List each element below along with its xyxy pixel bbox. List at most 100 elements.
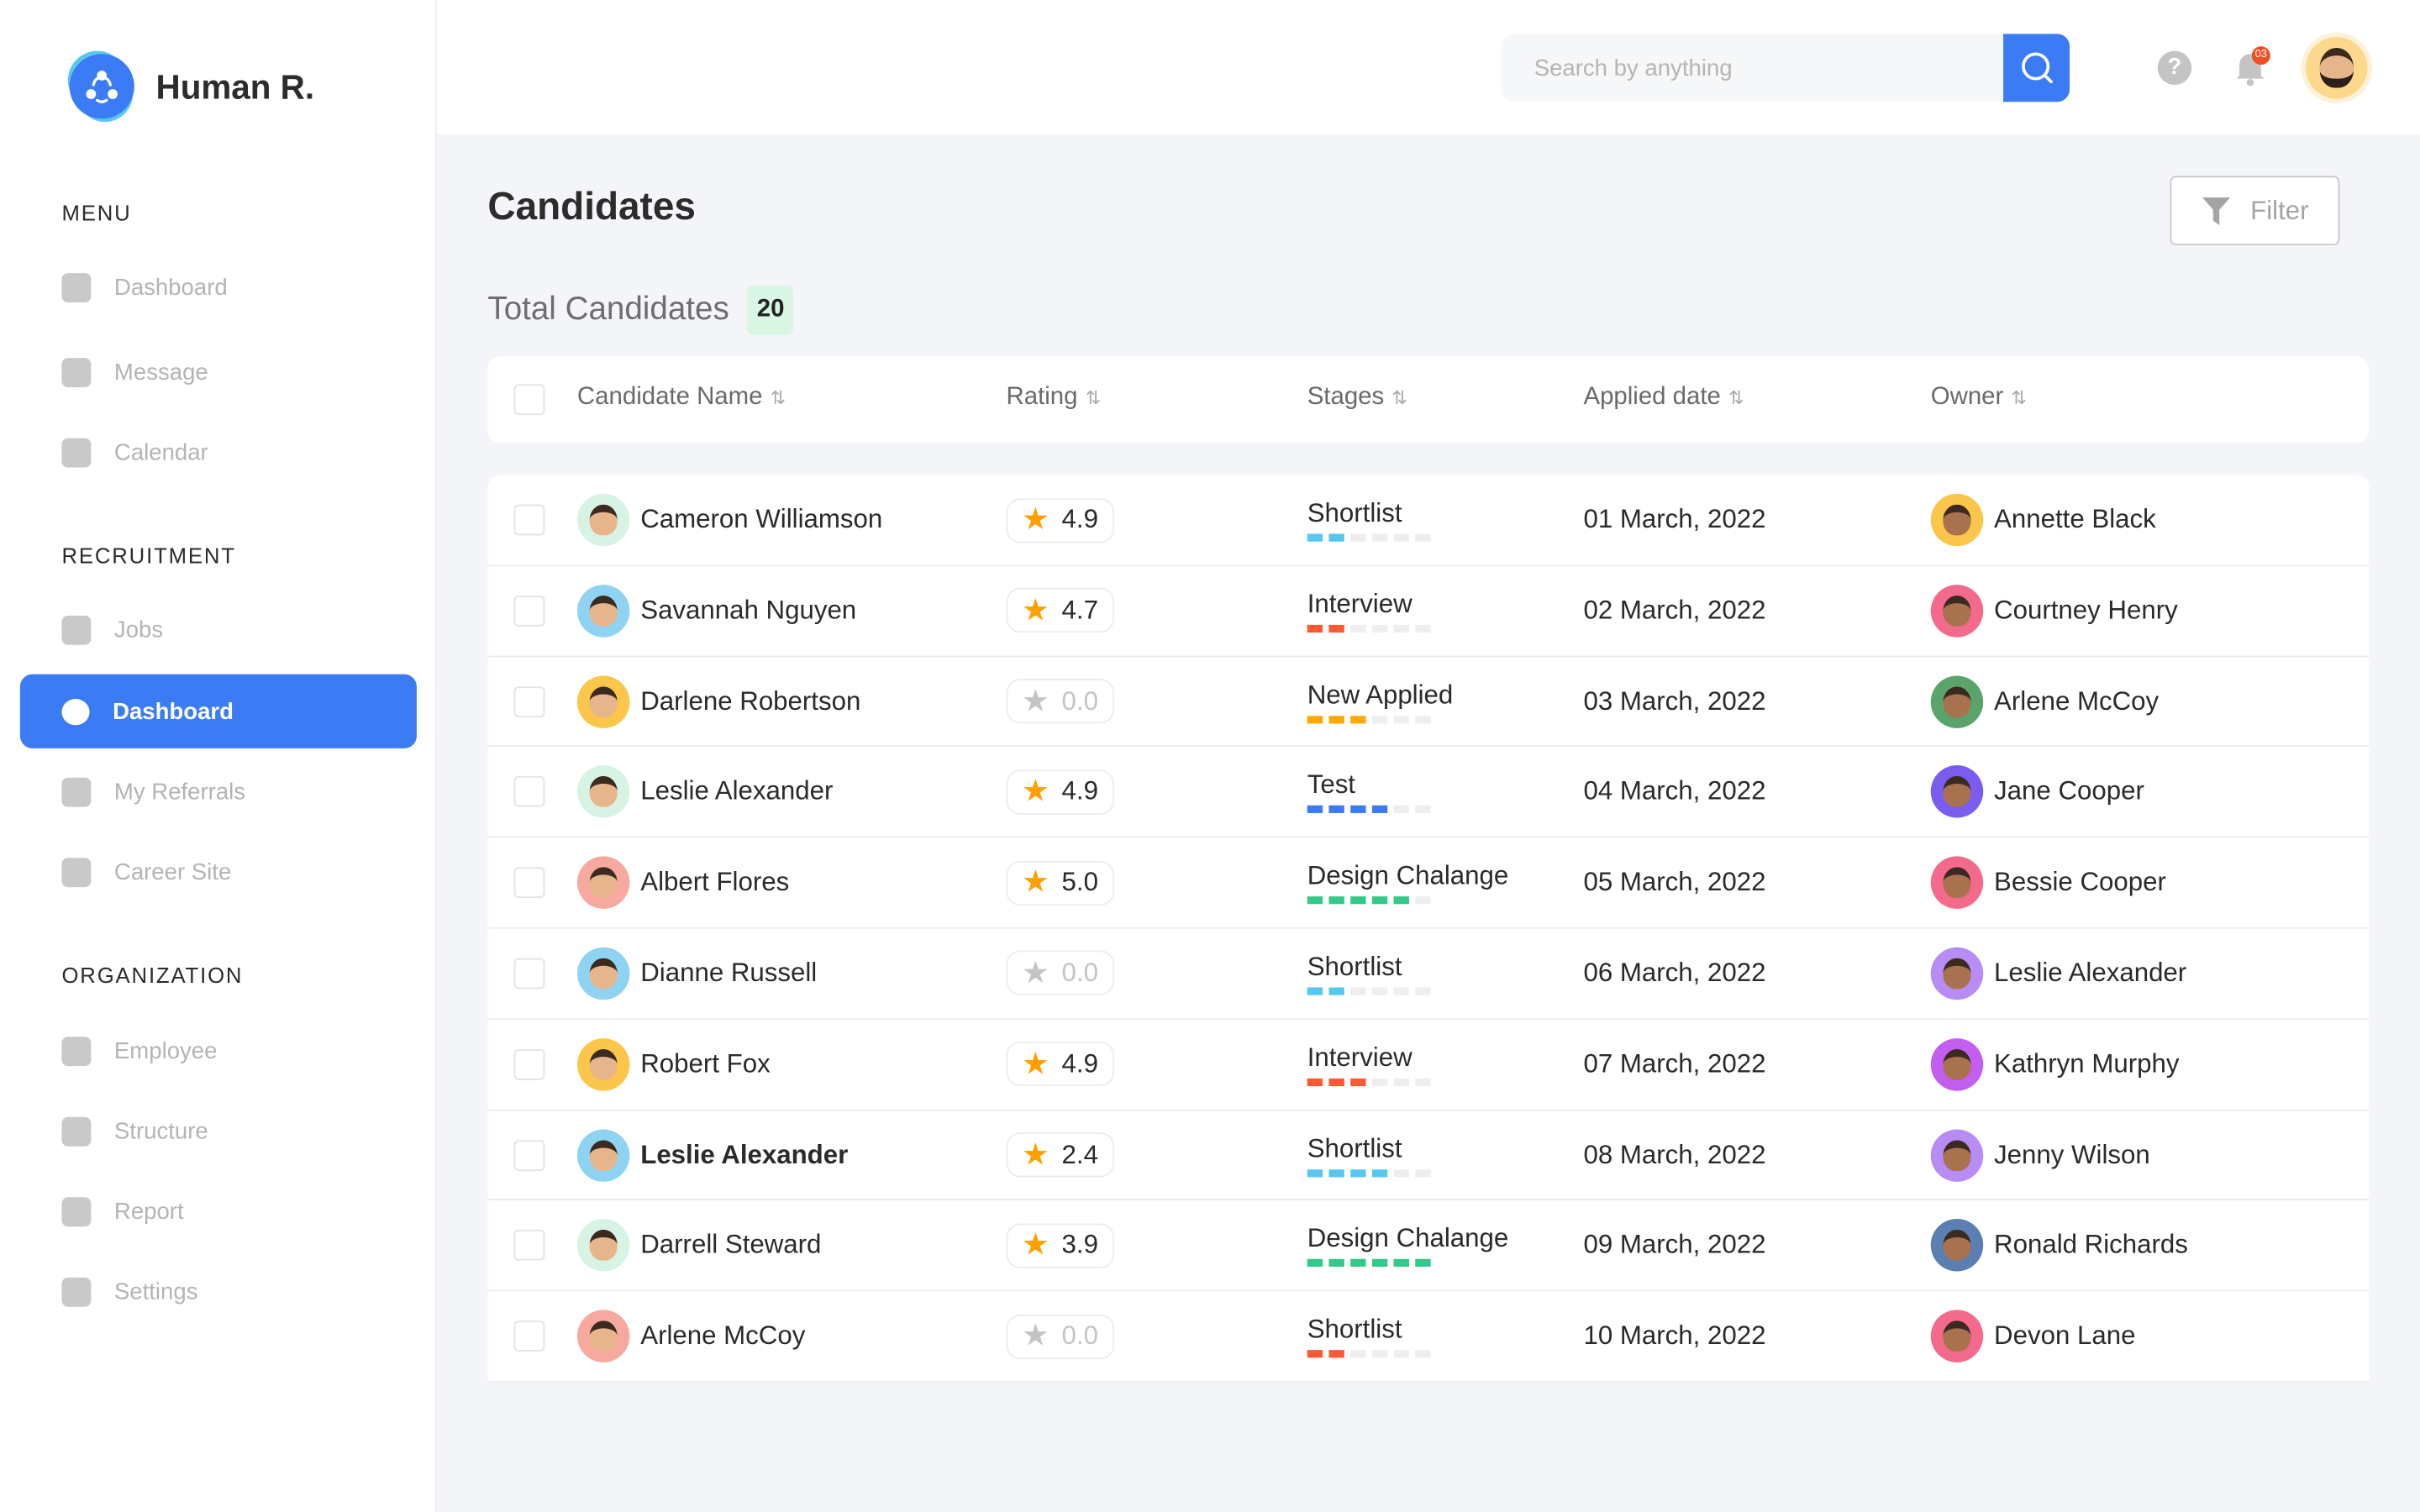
- stage-cell: Interview: [1307, 566, 1431, 656]
- total-label: Total Candidates: [487, 291, 729, 328]
- owner-cell: Devon Lane: [1930, 1292, 2136, 1382]
- sort-icon[interactable]: ⇅: [2011, 387, 2027, 409]
- sort-icon[interactable]: ⇅: [1085, 387, 1102, 409]
- candidate-name[interactable]: Leslie Alexander: [640, 1139, 849, 1169]
- select-all-checkbox[interactable]: [513, 384, 545, 416]
- stage-cell: Design Chalange: [1307, 838, 1508, 928]
- star-icon: ★: [1021, 1137, 1050, 1173]
- table-row[interactable]: Darlene Robertson ★ 0.0 New Applied 03 M…: [487, 657, 2370, 748]
- owner-name[interactable]: Arlene McCoy: [1994, 685, 2160, 716]
- sidebar-item-label: Dashboard: [113, 274, 228, 301]
- rating-badge: ★ 0.0: [1006, 1314, 1114, 1359]
- table-row[interactable]: Leslie Alexander ★ 4.9 Test 04 March, 20…: [487, 748, 2370, 838]
- logo-icon: [67, 50, 139, 123]
- owner-name[interactable]: Annette Black: [1994, 504, 2156, 534]
- row-checkbox[interactable]: [513, 1048, 545, 1080]
- candidate-cell: Arlene McCoy: [576, 1292, 806, 1382]
- owner-name[interactable]: Kathryn Murphy: [1994, 1048, 2180, 1079]
- table-row[interactable]: Leslie Alexander ★ 2.4 Shortlist 08 Marc…: [487, 1110, 2370, 1201]
- column-header-owner[interactable]: Owner ⇅: [1931, 384, 2027, 412]
- applied-date: 08 March, 2022: [1583, 1139, 1766, 1169]
- sidebar-item-structure[interactable]: Structure: [61, 1112, 208, 1149]
- star-icon: ★: [1021, 502, 1050, 538]
- filter-button[interactable]: Filter: [2170, 176, 2340, 246]
- rating-value: 5.0: [1061, 867, 1098, 897]
- row-checkbox[interactable]: [513, 504, 545, 536]
- sidebar-item-career-site[interactable]: Career Site: [61, 853, 231, 890]
- sidebar-item-my-referrals[interactable]: My Referrals: [61, 773, 245, 810]
- jobs-icon: [61, 614, 92, 644]
- candidate-name[interactable]: Cameron Williamson: [640, 504, 883, 534]
- owner-name[interactable]: Devon Lane: [1994, 1320, 2136, 1351]
- help-icon[interactable]: ?: [2157, 50, 2192, 86]
- row-checkbox[interactable]: [513, 595, 545, 627]
- row-checkbox[interactable]: [513, 958, 545, 990]
- owner-name[interactable]: Jenny Wilson: [1994, 1139, 2150, 1169]
- candidate-name[interactable]: Arlene McCoy: [640, 1320, 806, 1351]
- stage-progress-segment: [1328, 1168, 1344, 1177]
- table-row[interactable]: Savannah Nguyen ★ 4.7 Interview 02 March…: [487, 566, 2370, 657]
- stage-progress-segment: [1415, 1168, 1431, 1177]
- owner-avatar: [1930, 493, 1984, 547]
- candidate-name[interactable]: Dianne Russell: [640, 958, 818, 988]
- column-header-rating[interactable]: Rating ⇅: [1007, 384, 1102, 412]
- owner-cell: Jenny Wilson: [1930, 1110, 2150, 1200]
- candidate-name[interactable]: Darrell Steward: [640, 1230, 822, 1260]
- stage-progress-segment: [1415, 987, 1431, 995]
- sidebar-item-jobs[interactable]: Jobs: [61, 611, 163, 648]
- column-label: Candidate Name: [576, 384, 763, 411]
- candidate-name[interactable]: Savannah Nguyen: [640, 595, 857, 625]
- owner-name[interactable]: Leslie Alexander: [1994, 958, 2187, 988]
- table-row[interactable]: Darrell Steward ★ 3.9 Design Chalange 09…: [487, 1201, 2370, 1292]
- stage-cell: Test: [1307, 748, 1431, 837]
- candidate-name[interactable]: Darlene Robertson: [640, 685, 861, 716]
- column-label: Applied date: [1583, 384, 1721, 411]
- stage-progress-segment: [1393, 1259, 1409, 1268]
- table-row[interactable]: Cameron Williamson ★ 4.9 Shortlist 01 Ma…: [487, 475, 2370, 566]
- owner-cell: Jane Cooper: [1930, 748, 2144, 837]
- row-checkbox[interactable]: [513, 776, 545, 808]
- sort-icon[interactable]: ⇅: [1728, 387, 1744, 409]
- sidebar-item-report[interactable]: Report: [61, 1193, 184, 1230]
- star-icon: ★: [1021, 1319, 1050, 1354]
- row-checkbox[interactable]: [513, 1320, 545, 1352]
- owner-name[interactable]: Jane Cooper: [1994, 776, 2144, 806]
- user-avatar[interactable]: [2306, 37, 2368, 99]
- column-header-candidate-name[interactable]: Candidate Name ⇅: [577, 384, 786, 412]
- owner-name[interactable]: Courtney Henry: [1994, 595, 2178, 625]
- search-input[interactable]: [1502, 55, 1996, 81]
- sidebar-item-employee[interactable]: Employee: [61, 1032, 217, 1069]
- owner-name[interactable]: Bessie Cooper: [1994, 867, 2166, 897]
- table-row[interactable]: Robert Fox ★ 4.9 Interview 07 March, 202…: [487, 1020, 2370, 1110]
- table-row[interactable]: Dianne Russell ★ 0.0 Shortlist 06 March,…: [487, 929, 2370, 1020]
- sort-icon[interactable]: ⇅: [1392, 387, 1407, 409]
- sidebar-item-calendar[interactable]: Calendar: [61, 433, 208, 470]
- rating-badge: ★ 4.9: [1006, 1042, 1114, 1087]
- sort-icon[interactable]: ⇅: [770, 387, 786, 409]
- stage-progress-segment: [1307, 715, 1323, 723]
- table-row[interactable]: Albert Flores ★ 5.0 Design Chalange 05 M…: [487, 838, 2370, 929]
- owner-cell: Annette Black: [1930, 475, 2156, 565]
- column-header-applied-date[interactable]: Applied date ⇅: [1583, 384, 1744, 412]
- owner-name[interactable]: Ronald Richards: [1994, 1230, 2188, 1260]
- column-header-stages[interactable]: Stages ⇅: [1307, 384, 1407, 412]
- sidebar-item-dashboard[interactable]: Dashboard: [19, 674, 417, 748]
- row-checkbox[interactable]: [513, 1230, 545, 1262]
- applied-date: 09 March, 2022: [1583, 1230, 1766, 1260]
- rating-badge: ★ 2.4: [1006, 1132, 1114, 1178]
- sidebar-item-dashboard[interactable]: Dashboard: [61, 269, 228, 306]
- candidate-name[interactable]: Albert Flores: [640, 867, 790, 897]
- candidate-name[interactable]: Leslie Alexander: [640, 776, 834, 806]
- row-checkbox[interactable]: [513, 685, 545, 717]
- sidebar-item-message[interactable]: Message: [61, 354, 208, 391]
- sidebar-item-settings[interactable]: Settings: [61, 1273, 197, 1310]
- stage-progress-segment: [1393, 1350, 1409, 1358]
- table-row[interactable]: Arlene McCoy ★ 0.0 Shortlist 10 March, 2…: [487, 1292, 2370, 1383]
- search-button[interactable]: [2003, 34, 2070, 102]
- candidate-name[interactable]: Robert Fox: [640, 1048, 771, 1079]
- row-checkbox[interactable]: [513, 1139, 545, 1171]
- owner-avatar: [1930, 1128, 1984, 1182]
- row-checkbox[interactable]: [513, 867, 545, 899]
- top-bar: [436, 0, 2420, 134]
- star-icon: ★: [1021, 1228, 1050, 1263]
